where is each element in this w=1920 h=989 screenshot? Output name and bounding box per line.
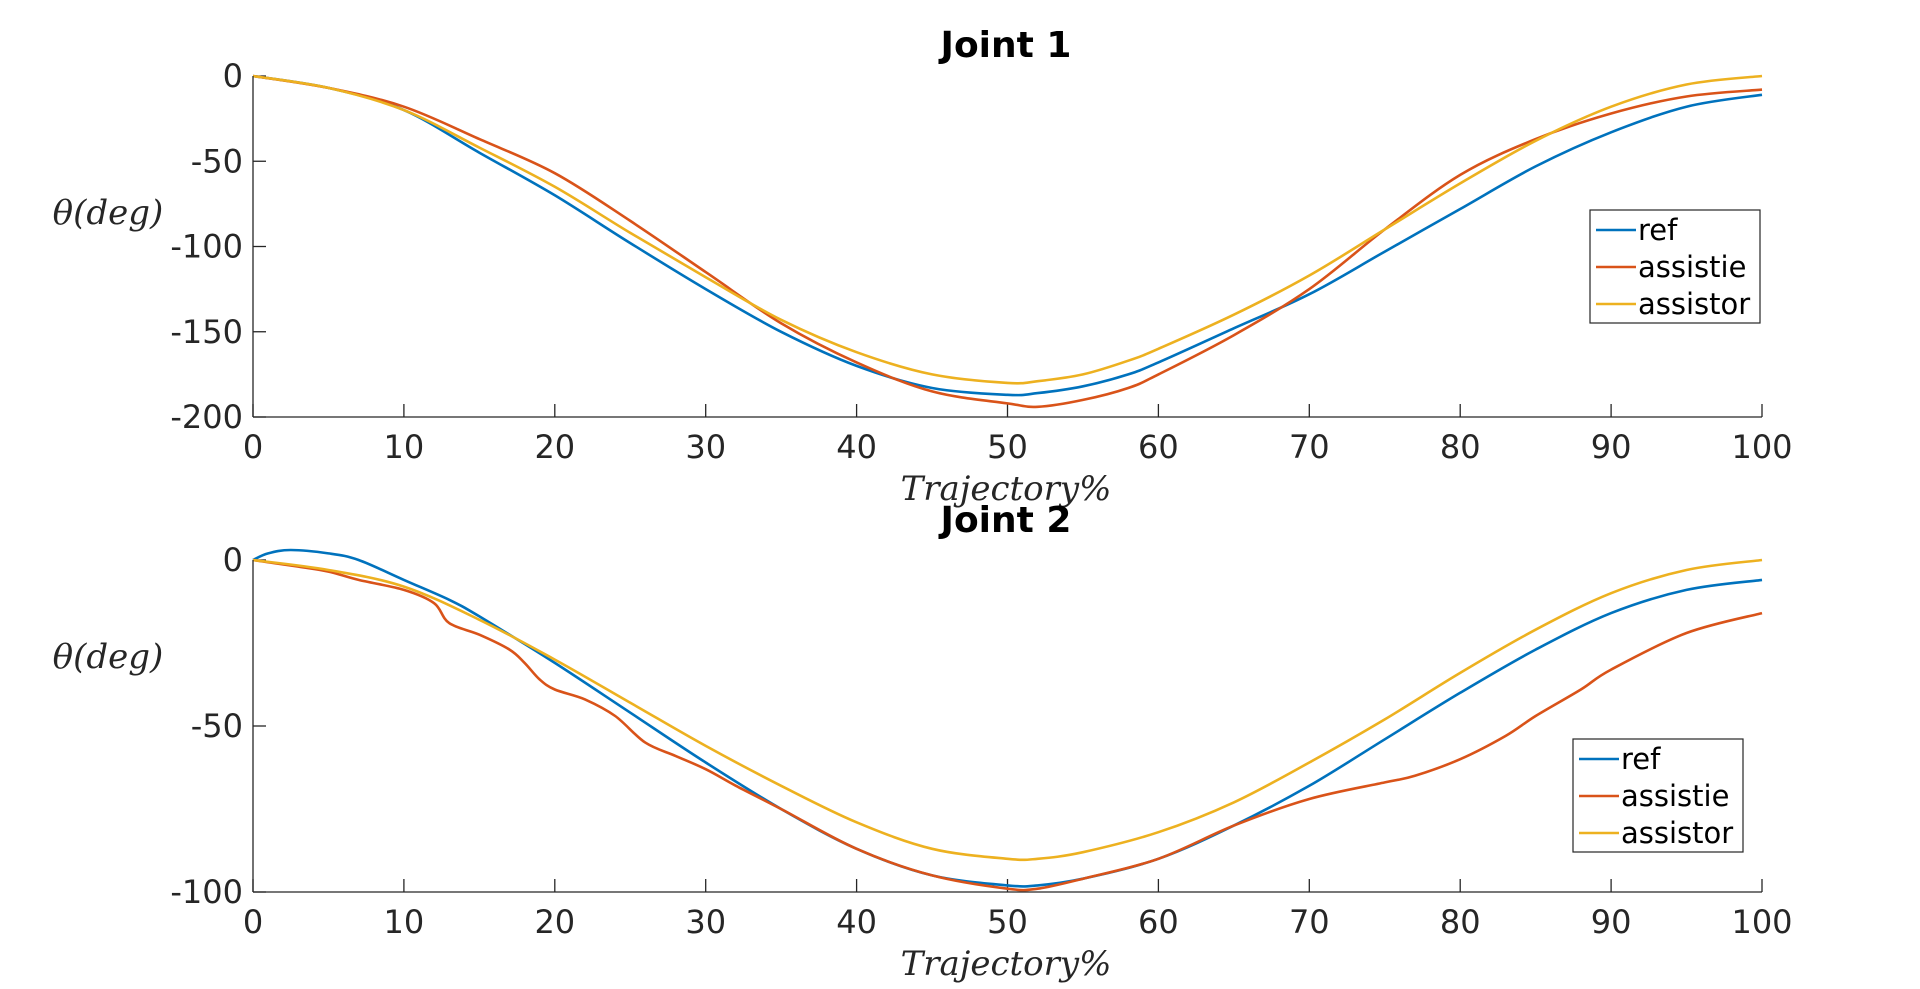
joint-2-ytick-label: -100 — [170, 873, 243, 911]
joint-1-ylabel: θ(deg) — [53, 193, 164, 233]
joint-1-xlabel: Trajectory% — [901, 469, 1112, 509]
joint-1-chart: Joint 1 θ(deg) Trajectory% 0 10 20 30 40 50 60… — [53, 25, 1793, 509]
joint-1-xtick-label: 80 — [1440, 428, 1481, 466]
joint-1-xtick-label: 0 — [243, 428, 263, 466]
joint-1-xtick-label: 30 — [685, 428, 726, 466]
joint-1-ytick-label: 0 — [223, 57, 243, 95]
joint-2-lines — [252, 548, 1763, 892]
joint-2-chart: Joint 2 θ(deg) Trajectory% 0 10 20 30 40 50 60… — [53, 500, 1793, 984]
joint-1-xtick-label: 100 — [1731, 428, 1792, 466]
joint-1-series-assistie — [252, 74, 1763, 409]
joint-1-xtick-label: 70 — [1289, 428, 1330, 466]
joint-1-legend-label-ref: ref — [1638, 213, 1678, 247]
joint-2-xtick-label: 60 — [1138, 903, 1179, 941]
joint-2-legend-label-assistie: assistie — [1621, 779, 1729, 813]
joint-1-ticks: 0 10 20 30 40 50 60 70 80 90 100 0 -50 -100 -150 -200 — [170, 57, 1792, 466]
joint-2-xtick-label: 0 — [243, 903, 263, 941]
joint-2-xtick-label: 30 — [685, 903, 726, 941]
joint-2-xtick-label: 50 — [987, 903, 1028, 941]
joint-2-series-assistor — [252, 558, 1763, 862]
joint-2-xtick-label: 20 — [534, 903, 575, 941]
joint-2-ticks: 0 10 20 30 40 50 60 70 80 90 100 0 -50 -100 — [170, 541, 1792, 941]
joint-2-xtick-label: 80 — [1440, 903, 1481, 941]
joint-2-xtick-label: 70 — [1289, 903, 1330, 941]
joint-1-xtick-label: 40 — [836, 428, 877, 466]
joint-1-legend-label-assistie: assistie — [1638, 250, 1746, 284]
joint-1-series-ref — [252, 74, 1763, 397]
joint-1-xtick-label: 60 — [1138, 428, 1179, 466]
joint-1-xtick-label: 50 — [987, 428, 1028, 466]
joint-2-legend-label-assistor: assistor — [1621, 816, 1733, 850]
joint-1-ytick-label: -150 — [170, 313, 243, 351]
joint-2-ylabel: θ(deg) — [53, 637, 164, 677]
joint-1-ytick-label: -200 — [170, 398, 243, 436]
joint-2-xtick-label: 10 — [384, 903, 425, 941]
joint-2-xlabel: Trajectory% — [901, 944, 1112, 984]
joint-1-ytick-label: -50 — [191, 142, 243, 180]
joint-1-title: Joint 1 — [938, 25, 1072, 66]
joint-1-legend-label-assistor: assistor — [1638, 287, 1750, 321]
joint-2-series-ref — [252, 548, 1763, 888]
joint-2-title: Joint 2 — [938, 500, 1072, 541]
joint-2-ytick-label: -50 — [191, 707, 243, 745]
joint-2-xtick-label: 40 — [836, 903, 877, 941]
joint-1-lines — [252, 74, 1763, 409]
joint-1-xtick-label: 90 — [1591, 428, 1632, 466]
joint-1-series-assistor — [252, 74, 1763, 385]
joint-1-ytick-label: -100 — [170, 228, 243, 266]
joint-2-series-assistie — [252, 558, 1763, 892]
joint-2-ytick-label: 0 — [223, 541, 243, 579]
joint-2-xtick-label: 90 — [1591, 903, 1632, 941]
joint-2-xtick-label: 100 — [1731, 903, 1792, 941]
joint-2-legend-label-ref: ref — [1621, 742, 1661, 776]
joint-1-xtick-label: 10 — [384, 428, 425, 466]
joint-1-xtick-label: 20 — [534, 428, 575, 466]
